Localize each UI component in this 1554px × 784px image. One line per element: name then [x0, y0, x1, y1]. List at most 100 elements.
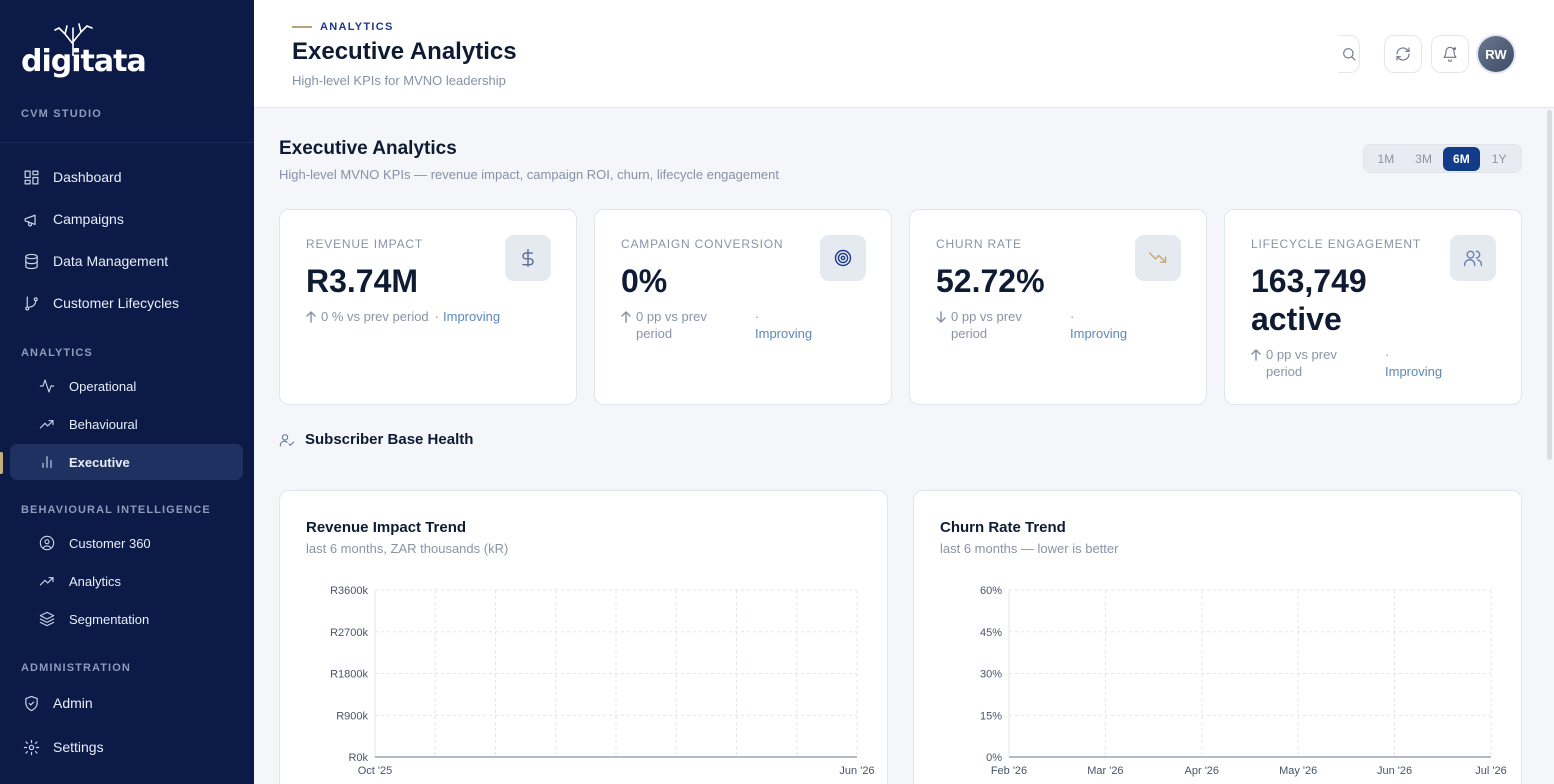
y-tick-label: 30%	[980, 669, 1002, 681]
arrow-down-icon	[936, 311, 946, 323]
x-tick-label: Feb '26	[991, 765, 1027, 777]
range-3m-button[interactable]: 3M	[1415, 151, 1432, 166]
layers-icon	[39, 611, 55, 627]
sidebar-item-customer-360[interactable]: Customer 360	[10, 525, 243, 561]
kpi-status: Improving	[1385, 364, 1443, 379]
analytics-section-label: ANALYTICS	[21, 347, 93, 359]
bell-icon	[1443, 46, 1457, 62]
trending-up-icon	[39, 420, 54, 429]
page-subtitle: High-level MVNO KPIs — revenue impact, c…	[279, 167, 779, 182]
sidebar-item-behavioural[interactable]: Behavioural	[10, 406, 243, 442]
digitata-logo[interactable]: digitata	[21, 22, 147, 79]
sidebar-item-executive[interactable]: Executive	[10, 444, 243, 480]
kpi-status: Improving	[755, 326, 813, 341]
chart-subtitle: last 6 months, ZAR thousands (kR)	[306, 541, 509, 556]
y-tick-label: R2700k	[330, 627, 368, 639]
sidebar-item-label: Data Management	[53, 253, 169, 269]
y-tick-label: 60%	[980, 585, 1002, 597]
kpi-card-campaign-conversion: CAMPAIGN CONVERSION 0% 0 pp vs prev peri…	[594, 209, 892, 405]
y-tick-label: 45%	[980, 627, 1002, 639]
refresh-button[interactable]	[1384, 35, 1422, 73]
sidebar-item-label: Behavioural	[69, 416, 138, 432]
arrow-up-icon	[621, 311, 631, 323]
sidebar-item-admin[interactable]: Admin	[10, 685, 243, 721]
kpi-delta: 0 pp vs prev period	[636, 309, 707, 341]
kpi-separator: ·	[434, 309, 440, 324]
sidebar-item-settings[interactable]: Settings	[10, 729, 243, 765]
kpi-label: CHURN RATE	[936, 237, 1022, 251]
avatar[interactable]: RW	[1478, 36, 1514, 72]
kpi-separator: ·	[1070, 309, 1075, 324]
sidebar-item-label: Segmentation	[69, 611, 150, 627]
sidebar-item-dashboard[interactable]: Dashboard	[10, 159, 243, 195]
sidebar-item-data-management[interactable]: Data Management	[10, 243, 243, 279]
kpi-separator: ·	[755, 309, 760, 324]
kpi-icon-box	[1135, 235, 1181, 281]
y-tick-label: R0k	[348, 752, 368, 764]
sidebar-item-label: Operational	[69, 378, 137, 394]
kpi-status: Improving	[1070, 326, 1128, 341]
kpi-icon-box	[505, 235, 551, 281]
header-subtitle: High-level KPIs for MVNO leadership	[292, 73, 506, 88]
kpi-delta: 0 pp vs prev period	[951, 309, 1022, 341]
kpi-value: 52.72%	[936, 263, 1045, 299]
search-button[interactable]	[1338, 35, 1360, 73]
notifications-button[interactable]	[1431, 35, 1469, 73]
dashboard-icon	[24, 170, 39, 184]
shield-icon	[25, 695, 38, 711]
x-tick-label: May '26	[1279, 765, 1317, 777]
logo-text: digitata	[21, 44, 147, 79]
kpi-trend: 0 % vs prev period · Improving	[306, 308, 500, 327]
x-tick-label: Apr '26	[1185, 765, 1220, 777]
kpi-icon-box	[1450, 235, 1496, 281]
sidebar-item-analytics[interactable]: Analytics	[10, 563, 243, 599]
baobab-tree-icon	[54, 23, 93, 56]
megaphone-icon	[24, 214, 36, 226]
y-tick-label: R1800k	[330, 669, 368, 681]
sidebar-item-label: Executive	[69, 454, 130, 470]
kpi-card-churn-rate: CHURN RATE 52.72% 0 pp vs prev period · …	[909, 209, 1207, 405]
activity-icon	[39, 379, 55, 393]
range-1m-button[interactable]: 1M	[1377, 151, 1395, 166]
chart-subtitle: last 6 months — lower is better	[940, 541, 1119, 556]
kpi-trend: 0 pp vs prev period · Improving	[936, 308, 1131, 342]
range-6m-button[interactable]: 6M	[1442, 146, 1481, 171]
x-tick-label: Jun '26	[839, 765, 874, 777]
kpi-value: 163,749 active	[1251, 263, 1367, 337]
chart-title: Churn Rate Trend	[940, 519, 1066, 536]
sidebar-item-label: Campaigns	[53, 211, 124, 227]
user-check-icon	[279, 433, 295, 447]
sidebar-item-operational[interactable]: Operational	[10, 368, 243, 404]
kpi-label: REVENUE IMPACT	[306, 237, 423, 251]
section-heading: Subscriber Base Health	[279, 431, 473, 448]
sidebar-item-label: Dashboard	[53, 169, 122, 185]
x-tick-label: Mar '26	[1087, 765, 1123, 777]
trending-up-icon	[39, 577, 54, 586]
sidebar-item-campaigns[interactable]: Campaigns	[10, 201, 243, 237]
page-scrollbar[interactable]	[1547, 110, 1552, 460]
eyebrow-dash	[292, 26, 312, 28]
churn-trend-chart: 0% 15% 30% 45% 60% Feb '26 Mar '26 Apr '26 May '…	[980, 585, 1507, 777]
kpi-delta: 0 % vs prev period	[321, 309, 429, 324]
users-icon	[1463, 250, 1483, 267]
header-title: Executive Analytics	[292, 38, 517, 65]
revenue-trend-chart-card: Revenue Impact Trend last 6 months, ZAR …	[279, 490, 888, 784]
sidebar: digitata CVM STUDIO Dashboard Campaigns …	[0, 0, 254, 784]
sidebar-item-segmentation[interactable]: Segmentation	[10, 601, 243, 637]
bar-chart-icon	[42, 456, 52, 468]
sidebar-item-customer-lifecycles[interactable]: Customer Lifecycles	[10, 285, 243, 321]
page-title: Executive Analytics	[279, 138, 457, 159]
behavioural-intelligence-section-label: BEHAVIOURAL INTELLIGENCE	[21, 504, 211, 516]
sidebar-item-label: Customer Lifecycles	[53, 295, 180, 311]
sidebar-item-label: Analytics	[69, 573, 122, 589]
kpi-label: CAMPAIGN CONVERSION	[621, 237, 784, 251]
kpi-status-wrap: · Improving	[1070, 308, 1127, 342]
revenue-trend-chart: R0k R900k R1800k R2700k R3600k Oct '25 Jun '26	[330, 585, 874, 777]
header-eyebrow: ANALYTICS	[292, 21, 394, 33]
arrow-up-icon	[306, 311, 316, 323]
kpi-value: 0%	[621, 263, 668, 299]
sidebar-item-label: Customer 360	[69, 535, 151, 551]
kpi-card-lifecycle-engagement: LIFECYCLE ENGAGEMENT 163,749 active 0 pp…	[1224, 209, 1522, 405]
x-tick-label: Jun '26	[1377, 765, 1412, 777]
range-1y-button[interactable]: 1Y	[1491, 151, 1507, 166]
